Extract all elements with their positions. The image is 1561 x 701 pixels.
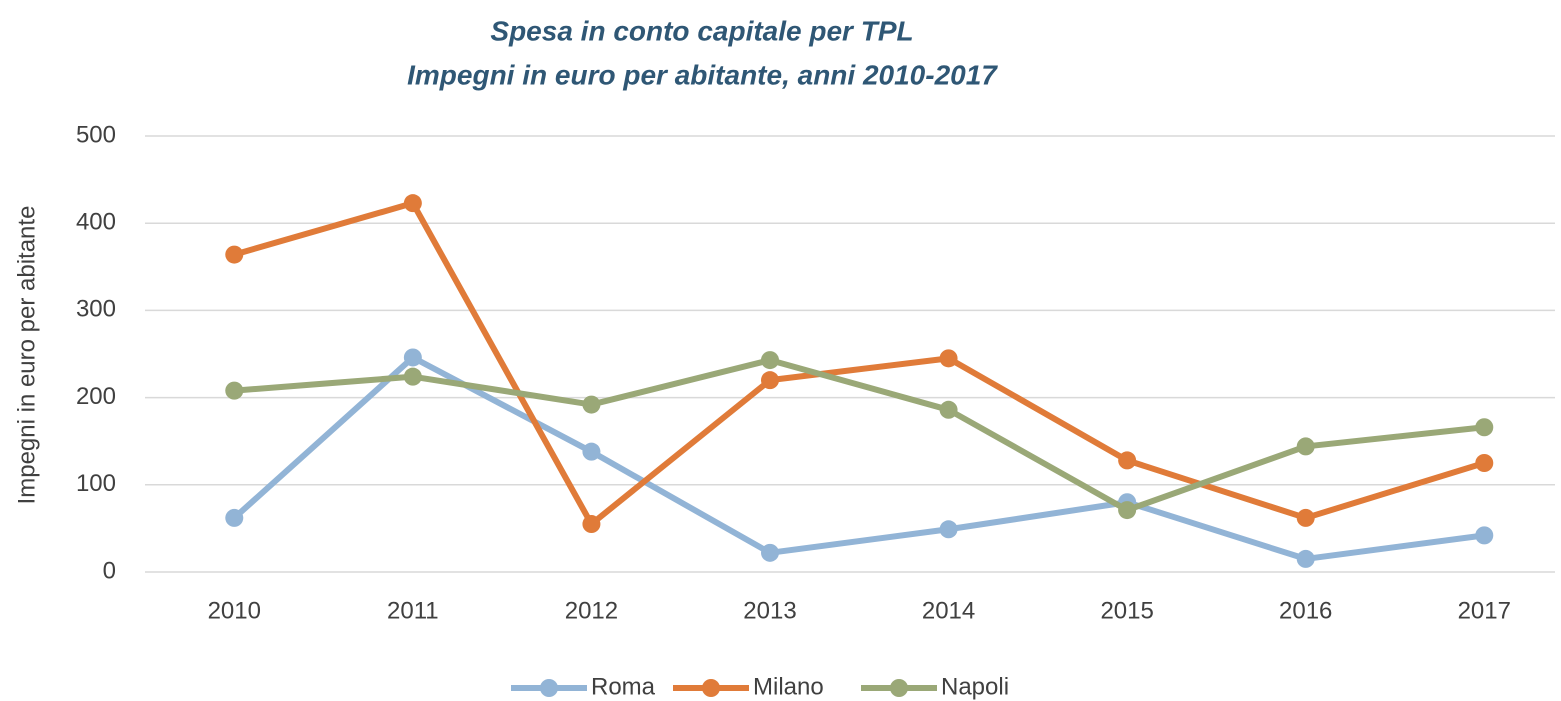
x-tick-label: 2011 [387, 597, 439, 624]
legend-marker [702, 679, 720, 697]
y-tick-label: 400 [76, 209, 116, 236]
x-tick-label: 2014 [922, 597, 975, 624]
chart-subtitle: Impegni in euro per abitante, anni 2010-… [407, 59, 998, 90]
data-point [1118, 501, 1137, 520]
chart-title: Spesa in conto capitale per TPL [490, 15, 913, 46]
data-point [403, 194, 422, 213]
y-tick-label: 300 [76, 296, 116, 323]
legend-label: Roma [591, 673, 656, 700]
data-point [1296, 549, 1315, 568]
data-point [760, 371, 779, 390]
data-point [582, 442, 601, 461]
y-tick-label: 500 [76, 121, 116, 148]
data-point [225, 245, 244, 264]
data-point [1296, 437, 1315, 456]
legend-label: Napoli [941, 673, 1009, 700]
data-point [582, 395, 601, 414]
data-point [582, 515, 601, 534]
series-line [233, 200, 1486, 528]
legend-marker [890, 679, 908, 697]
data-point [1475, 454, 1494, 472]
data-point [760, 543, 779, 562]
data-point [760, 351, 779, 370]
legend-marker [540, 679, 558, 697]
data-point [1296, 508, 1315, 527]
x-tick-label: 2015 [1100, 597, 1153, 624]
x-tick-label: 2012 [565, 597, 618, 624]
x-tick-label: 2010 [208, 597, 261, 624]
data-point [403, 348, 422, 367]
x-tick-label: 2017 [1458, 597, 1511, 624]
x-tick-label: 2016 [1279, 597, 1332, 624]
x-tick-label: 2013 [743, 597, 796, 624]
data-point [1118, 451, 1137, 470]
y-tick-label: 200 [76, 383, 116, 410]
y-axis-label: Impegni in euro per abitante [13, 206, 40, 505]
data-point [403, 367, 422, 386]
y-tick-label: 0 [103, 557, 116, 584]
data-point [1475, 526, 1494, 545]
data-point [939, 520, 958, 539]
legend-label: Milano [753, 673, 824, 700]
data-point [1475, 418, 1494, 437]
y-tick-label: 100 [76, 470, 116, 497]
data-point [225, 381, 244, 400]
series-line [234, 357, 1485, 514]
series-line [232, 354, 1485, 562]
data-point [939, 349, 958, 368]
data-point [939, 400, 958, 419]
data-point [225, 508, 244, 527]
